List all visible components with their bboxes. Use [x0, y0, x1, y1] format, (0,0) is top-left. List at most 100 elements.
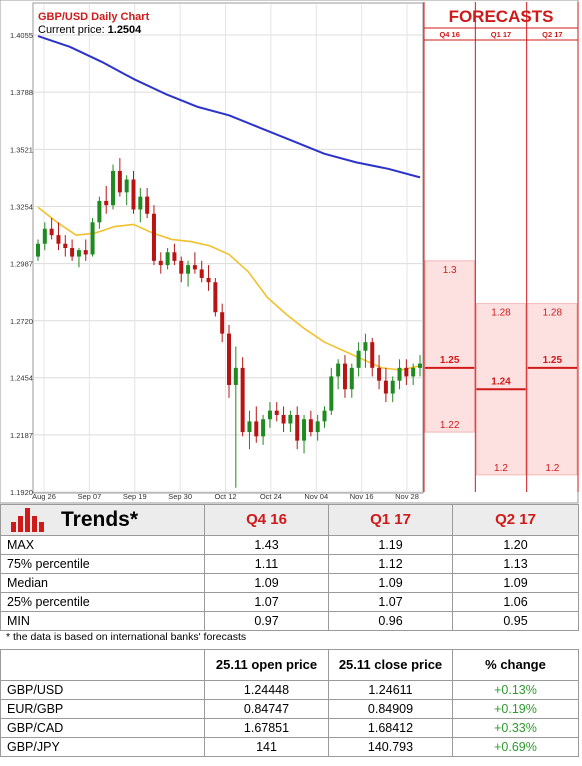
y-tick-label: 1.1920	[10, 488, 33, 497]
trends-row: 75% percentile 1.11 1.12 1.13	[0, 554, 579, 574]
pair-label: EUR/GBP	[0, 699, 205, 719]
cell: 0.95	[452, 611, 579, 631]
quotes-col-header: 25.11 close price	[328, 649, 453, 681]
candles	[36, 158, 422, 488]
percent-change: +0.13%	[452, 680, 579, 700]
row-label: Median	[0, 573, 205, 593]
quotes-row: EUR/GBP 0.84747 0.84909 +0.19%	[0, 699, 579, 719]
forecast-high-label: 1.3	[443, 265, 457, 276]
candle-body	[336, 363, 341, 377]
candle-body	[281, 414, 286, 424]
pair-label: GBP/CAD	[0, 718, 205, 738]
candle-body	[390, 380, 395, 394]
current-price-label: Current price:	[38, 24, 105, 36]
footnote: * the data is based on international ban…	[6, 631, 247, 643]
row-label: 75% percentile	[0, 554, 205, 574]
chart-title: GBP/USD Daily Chart	[38, 11, 150, 23]
bar-chart-logo-icon	[11, 508, 45, 533]
candle-body	[186, 265, 191, 274]
candle-body	[151, 213, 156, 261]
quotes-row: GBP/JPY 141 140.793 +0.69%	[0, 737, 579, 757]
open-price: 0.84747	[204, 699, 329, 719]
candle-body	[240, 367, 245, 433]
current-price: Current price: 1.2504	[38, 24, 142, 36]
trends-col-header: Q1 17	[328, 504, 453, 536]
candle-body	[397, 367, 402, 381]
candle-body	[261, 419, 266, 437]
candle-body	[111, 170, 116, 206]
cell: 1.09	[204, 573, 329, 593]
x-tick-label: Aug 26	[32, 492, 56, 501]
candle-body	[97, 200, 102, 223]
x-tick-label: Sep 07	[77, 492, 101, 501]
candle-body	[329, 376, 334, 411]
forecast-low-label: 1.22	[440, 420, 460, 431]
candle-body	[49, 228, 54, 236]
trends-header-row: Trends* Q4 16 Q1 17 Q2 17	[0, 504, 579, 536]
quotes-corner	[0, 649, 205, 681]
candle-body	[90, 222, 95, 255]
forecast-low-label: 1.2	[545, 463, 559, 474]
open-price: 141	[204, 737, 329, 757]
close-price: 140.793	[328, 737, 453, 757]
candle-body	[356, 350, 361, 368]
quotes-col-header: % change	[452, 649, 579, 681]
trends-col-header: Q2 17	[452, 504, 579, 536]
ma-slow-line	[37, 35, 421, 179]
trends-row: Median 1.09 1.09 1.09	[0, 573, 579, 593]
x-tick-label: Oct 24	[260, 492, 282, 501]
candle-body	[70, 248, 75, 257]
cell: 1.09	[328, 573, 453, 593]
candle-body	[117, 170, 122, 193]
forecast-range	[527, 303, 578, 476]
forecast-high-label: 1.28	[543, 308, 563, 319]
x-tick-label: Oct 12	[214, 492, 236, 501]
y-tick-label: 1.2720	[10, 317, 33, 326]
candle-body	[76, 250, 81, 257]
candle-body	[302, 419, 307, 441]
row-label: MAX	[0, 535, 205, 555]
row-label: MIN	[0, 611, 205, 631]
y-tick-label: 1.3788	[10, 88, 33, 97]
candle-body	[254, 421, 259, 437]
candle-body	[220, 312, 225, 334]
y-tick-label: 1.2187	[10, 431, 33, 440]
candle-body	[288, 414, 293, 424]
axes: 1.4055 1.3788 1.3521 1.3254 1.2987 1.2720 1.24…	[10, 31, 419, 501]
percent-change: +0.69%	[452, 737, 579, 757]
pair-label: GBP/JPY	[0, 737, 205, 757]
candle-body	[42, 228, 47, 244]
candle-body	[267, 410, 272, 420]
candle-body	[411, 367, 416, 377]
percent-change: +0.33%	[452, 718, 579, 738]
cell: 1.11	[204, 554, 329, 574]
forecast-high-label: 1.28	[491, 308, 511, 319]
forecast-range	[424, 260, 475, 433]
candle-body	[83, 250, 88, 255]
forecast-col-header: Q4 16	[439, 30, 459, 39]
candle-body	[165, 252, 170, 266]
trends-row: MAX 1.43 1.19 1.20	[0, 535, 579, 555]
trends-col-header: Q4 16	[204, 504, 329, 536]
gbpusd-chart: FORECASTS Q4 16 1.3 1.25 1.22 Q1 17 1.28 1.24 1.…	[0, 0, 579, 504]
close-price: 1.68412	[328, 718, 453, 738]
forecast-mid-label: 1.25	[543, 355, 563, 366]
candle-body	[370, 342, 375, 368]
y-tick-label: 1.3254	[10, 202, 33, 211]
quotes-header-row: 25.11 open price 25.11 close price % cha…	[0, 649, 579, 681]
percent-change: +0.19%	[452, 699, 579, 719]
cell: 1.12	[328, 554, 453, 574]
y-tick-label: 1.4055	[10, 31, 33, 40]
cell: 1.20	[452, 535, 579, 555]
candle-body	[36, 243, 40, 257]
row-label: 25% percentile	[0, 592, 205, 612]
candle-body	[213, 282, 218, 313]
candle-body	[199, 269, 204, 278]
candle-body	[138, 196, 143, 210]
close-price: 1.24611	[328, 680, 453, 700]
cell: 1.43	[204, 535, 329, 555]
candle-body	[233, 367, 238, 385]
x-tick-label: Sep 19	[123, 492, 147, 501]
open-price: 1.67851	[204, 718, 329, 738]
cell: 0.96	[328, 611, 453, 631]
